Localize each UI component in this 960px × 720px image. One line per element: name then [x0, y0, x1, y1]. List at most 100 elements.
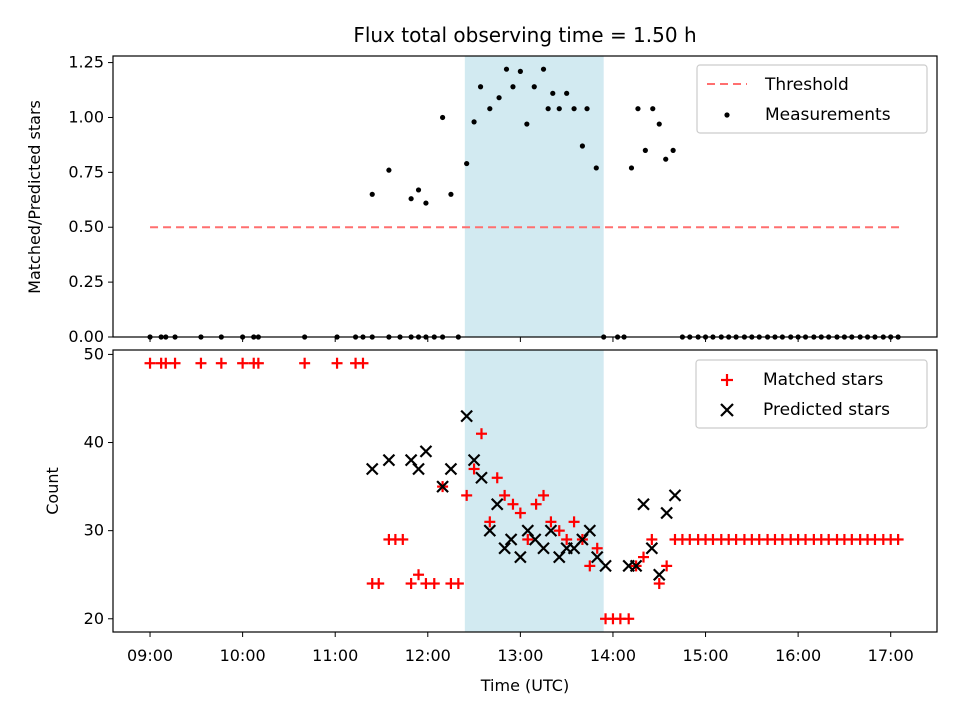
predicted-point	[668, 489, 682, 502]
predicted-point	[419, 445, 433, 458]
predicted-point	[483, 524, 497, 537]
matched-point	[507, 498, 519, 510]
matched-point	[646, 533, 658, 545]
measurement-point	[593, 165, 599, 171]
x-tick-label: 10:00	[220, 646, 266, 665]
measurement-point	[408, 196, 414, 202]
matched-point	[638, 551, 650, 563]
matched-point	[538, 489, 550, 501]
measurement-point	[564, 90, 570, 96]
legend-predicted-label: Predicted stars	[763, 400, 890, 420]
predicted-point	[475, 471, 488, 485]
measurement-point	[510, 84, 516, 90]
matched-point	[653, 578, 665, 590]
matched-point	[530, 498, 542, 510]
matched-point	[299, 357, 311, 369]
matched-point	[522, 533, 534, 545]
top-x-ticks	[149, 337, 892, 342]
measurement-point	[545, 106, 551, 112]
predicted-point	[544, 524, 558, 537]
predicted-point	[444, 462, 458, 476]
predicted-point	[460, 409, 473, 423]
bottom-y-tick-label: 30	[84, 521, 104, 540]
top-y-tick-label: 1.25	[68, 53, 104, 72]
matched-point	[237, 357, 249, 369]
predicted-point	[498, 542, 511, 555]
predicted-point	[436, 480, 449, 493]
bottom-y-tick-label: 20	[84, 609, 104, 628]
bottom-panel-frame	[112, 349, 938, 633]
matched-point	[553, 525, 565, 537]
bottom-y-tick-label: 50	[84, 344, 104, 363]
matched-point	[413, 569, 425, 581]
legend-matched-label: Matched stars	[763, 370, 883, 390]
matched-point	[584, 560, 596, 572]
matched-point	[491, 472, 503, 484]
measurement-point	[386, 167, 392, 173]
matched-point	[252, 357, 264, 369]
top-y-axis-label: Matched/Predicted stars	[25, 100, 44, 294]
matched-point	[892, 533, 904, 545]
x-tick-label: 16:00	[775, 646, 821, 665]
x-tick-label: 17:00	[868, 646, 914, 665]
matched-point	[215, 357, 227, 369]
measurement-point	[477, 84, 484, 90]
matched-point	[428, 578, 440, 590]
top-y-tick-label: 0.25	[68, 272, 104, 291]
bottom-y-axis: 20 30 40 50	[84, 344, 113, 628]
matched-point	[623, 613, 635, 625]
measurement-point	[642, 147, 648, 153]
predicted-point	[467, 453, 481, 467]
bottom-legend: Matched stars Predicted stars	[695, 359, 928, 429]
matched-point	[357, 357, 369, 369]
measurement-point	[496, 95, 502, 101]
top-y-tick-label: 0.50	[68, 217, 104, 236]
bottom-y-axis-label: Count	[43, 467, 62, 515]
x-tick-label: 12:00	[405, 646, 451, 665]
measurement-point	[556, 106, 562, 112]
matched-point	[499, 489, 511, 501]
x-tick-label: 09:00	[127, 646, 173, 665]
measurement-point	[369, 191, 375, 197]
top-panel-highlight	[464, 56, 604, 337]
x-tick-label: 14:00	[590, 646, 636, 665]
bottom-legend-box	[695, 359, 928, 429]
measurement-point	[540, 66, 547, 72]
matched-point	[475, 428, 487, 440]
measurements-series	[147, 66, 901, 340]
bottom-panel: 20 30 40 50 09:00 10:00 11:00 12:00 13:00 14:00 1…	[43, 344, 938, 695]
predicted-point	[652, 568, 666, 581]
matched-series	[144, 357, 904, 625]
matched-point	[661, 560, 673, 572]
predicted-point	[365, 462, 379, 476]
predicted-series	[365, 409, 682, 581]
top-panel-frame	[112, 55, 938, 338]
bottom-y-tick-label: 40	[84, 433, 104, 452]
chart-title: Flux total observing time = 1.50 h	[353, 23, 696, 47]
measurement-point	[471, 119, 477, 125]
top-y-tick-label: 0.00	[68, 327, 104, 346]
predicted-point	[514, 550, 527, 564]
measurement-point	[663, 156, 669, 162]
top-legend-box	[696, 64, 928, 134]
matched-point	[160, 357, 172, 369]
top-legend: Threshold Measurements	[696, 64, 928, 134]
measurement-point	[635, 106, 641, 112]
bottom-panel-highlight	[464, 350, 604, 632]
measurement-point	[584, 106, 590, 112]
measurement-point	[656, 121, 662, 127]
predicted-point	[660, 506, 673, 520]
measurement-point	[423, 200, 429, 206]
matched-point	[331, 357, 343, 369]
measurement-point	[440, 114, 446, 121]
measurement-point	[517, 68, 523, 74]
predicted-point	[382, 453, 396, 467]
predicted-point	[412, 462, 425, 476]
predicted-point	[537, 542, 550, 555]
measurement-point	[503, 66, 510, 72]
measurement-point	[524, 121, 530, 127]
measurement-point	[448, 191, 454, 197]
matched-point	[545, 516, 557, 528]
predicted-point	[504, 533, 518, 546]
